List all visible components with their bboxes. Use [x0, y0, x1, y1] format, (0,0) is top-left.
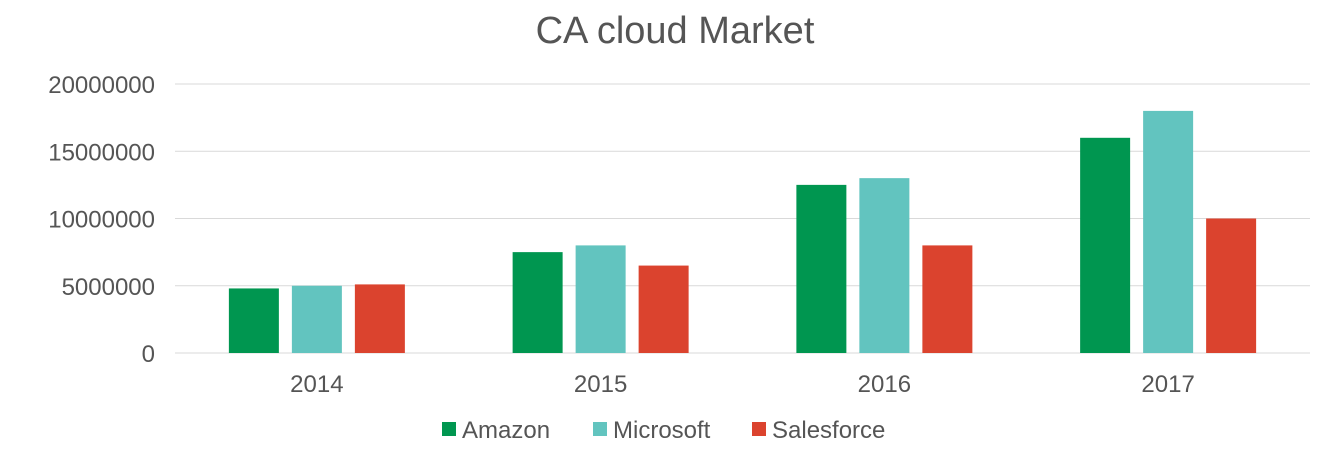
legend-swatch-microsoft: [593, 422, 607, 436]
x-axis-ticks: 2014 2015 2016 2017: [290, 371, 1195, 398]
bars: [228, 110, 1257, 354]
bar-salesforce-2016: [922, 245, 973, 353]
bar-amazon-2016: [796, 184, 847, 353]
x-tick-label: 2017: [1141, 371, 1194, 398]
y-tick-label: 10000000: [48, 207, 155, 234]
bar-microsoft-2015: [575, 245, 626, 353]
legend-label-amazon: Amazon: [462, 417, 550, 444]
legend-label-microsoft: Microsoft: [613, 417, 711, 444]
gridlines: [175, 83, 1310, 354]
chart-title: CA cloud Market: [536, 10, 815, 52]
legend-label-salesforce: Salesforce: [772, 417, 885, 444]
legend-swatch-amazon: [442, 422, 456, 436]
x-tick-label: 2014: [290, 371, 343, 398]
bar-microsoft-2017: [1143, 110, 1194, 354]
bar-amazon-2015: [512, 252, 563, 353]
y-tick-label: 5000000: [62, 274, 155, 301]
x-tick-label: 2015: [574, 371, 627, 398]
legend: Amazon Microsoft Salesforce: [442, 417, 885, 444]
bar-salesforce-2017: [1206, 218, 1257, 353]
bar-salesforce-2015: [638, 265, 689, 353]
legend-swatch-salesforce: [752, 422, 766, 436]
y-tick-label: 20000000: [48, 72, 155, 99]
bar-microsoft-2016: [859, 178, 910, 353]
bar-amazon-2017: [1080, 137, 1131, 353]
bar-amazon-2014: [228, 288, 279, 353]
x-tick-label: 2016: [858, 371, 911, 398]
y-tick-label: 0: [142, 341, 155, 368]
y-axis-ticks: 0 5000000 10000000 15000000 20000000: [48, 72, 155, 368]
bar-microsoft-2014: [291, 285, 342, 353]
y-tick-label: 15000000: [48, 139, 155, 166]
bar-salesforce-2014: [354, 284, 405, 353]
